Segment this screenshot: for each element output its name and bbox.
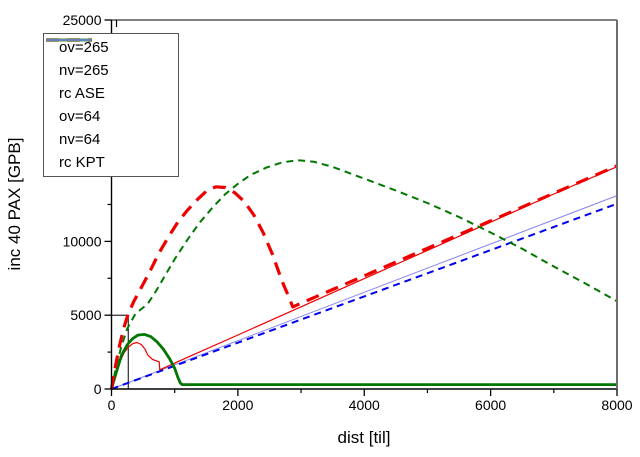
x-tick-label: 6000 [475, 397, 506, 413]
legend-label: rc KPT [59, 154, 105, 171]
legend-item-ov-64: ov=64 [46, 39, 178, 128]
y-tick-label: 10000 [63, 233, 102, 249]
x-tick-label: 8000 [601, 397, 632, 413]
series-line-nv-64 [110, 333, 617, 390]
x-axis-title: dist [til] [337, 428, 391, 447]
legend-box: ov=265 nv=265 rc ASE ov=64 nv=64 rc KPT [43, 33, 179, 177]
x-tick-label: 4000 [349, 397, 380, 413]
legend-item-nv-64: nv=64 [46, 38, 178, 151]
legend-item-rc-kpt: rc KPT [46, 39, 178, 174]
series-line-nv-265 [110, 159, 618, 390]
legend-item-nv-265: nv=265 [46, 39, 178, 82]
y-axis-title: inc 40 PAX [GPB] [5, 137, 24, 271]
legend-label: nv=64 [59, 131, 101, 148]
y-tick-label: 0 [94, 381, 102, 397]
y-tick-label: 5000 [70, 307, 101, 323]
legend-label: ov=64 [59, 108, 101, 125]
series-line-ov-64 [110, 166, 618, 390]
series-line-rc-kpt [111, 195, 618, 390]
x-tick-label: 2000 [222, 397, 253, 413]
legend-line-sample-rc-kpt [46, 39, 92, 41]
legend-item-rc-ase: rc ASE [46, 39, 178, 105]
series-line-rc-ase [111, 202, 618, 390]
legend-label: nv=265 [59, 62, 109, 79]
y-tick-label: 25000 [63, 12, 102, 28]
x-tick-label: 0 [108, 397, 116, 413]
legend-label: ov=265 [59, 39, 109, 56]
series-line-ov-265 [109, 164, 618, 390]
legend-label: rc ASE [59, 85, 105, 102]
